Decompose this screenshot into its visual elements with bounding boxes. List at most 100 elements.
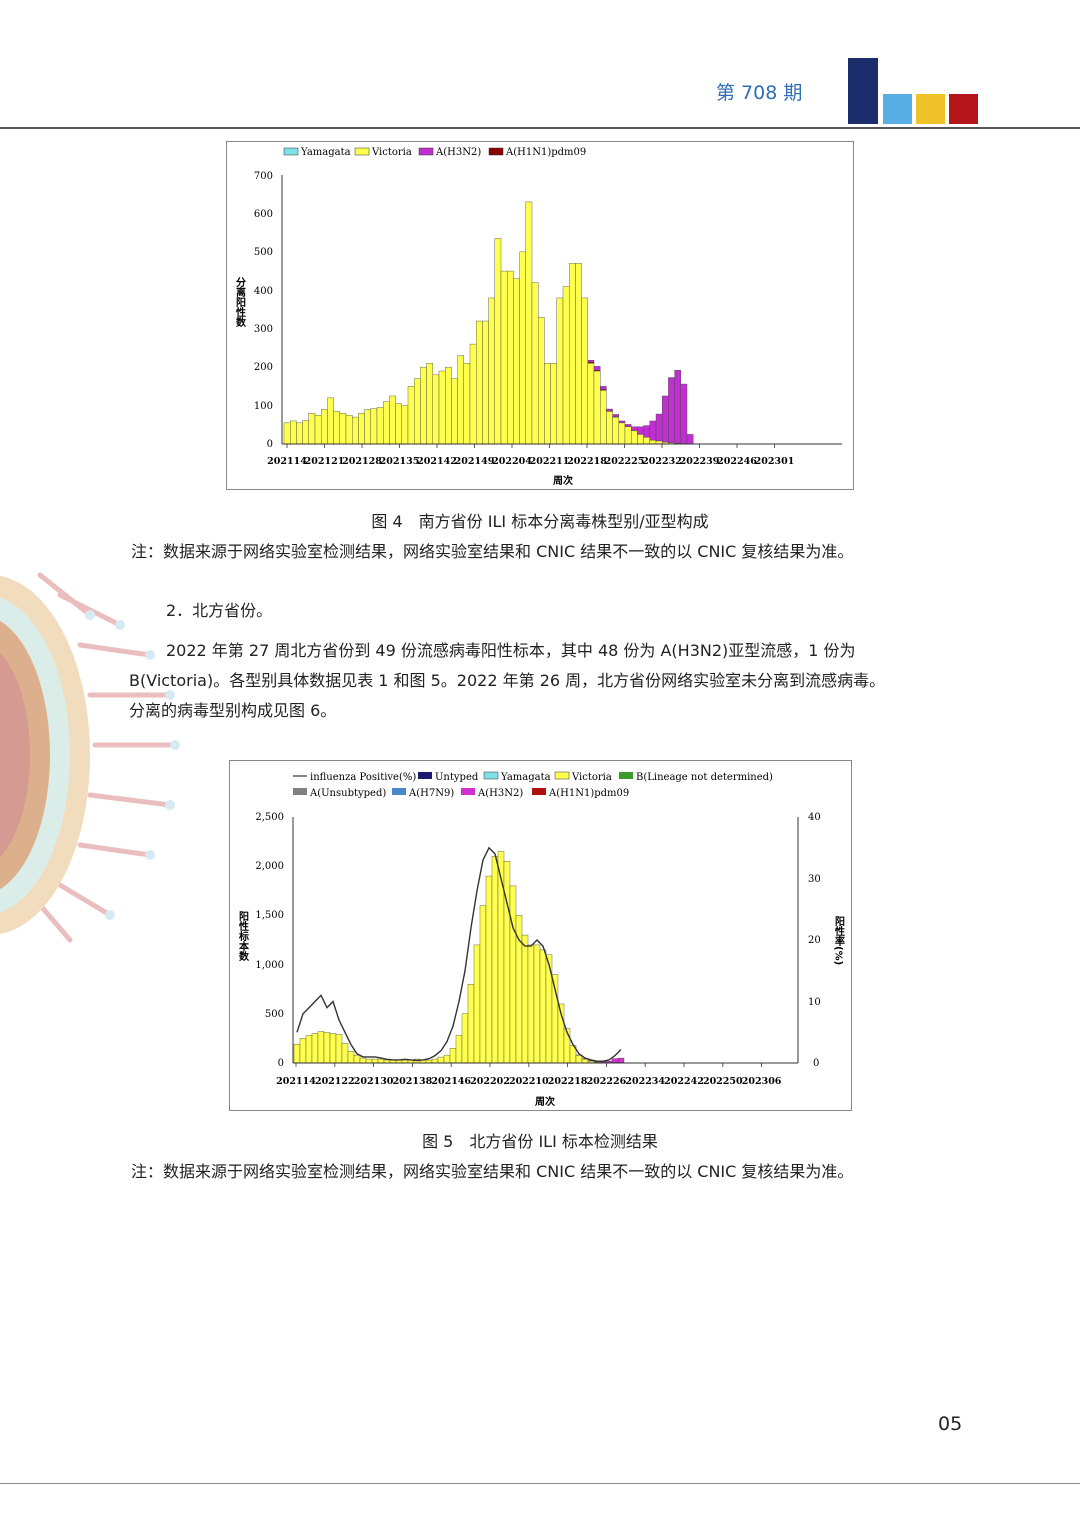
y-tick-label: 1,000: [255, 960, 284, 971]
footer-divider: [0, 1483, 1080, 1484]
bar-victoria: [444, 366, 452, 445]
bar-h3n2: [612, 414, 620, 417]
bar-h3n2: [606, 408, 613, 412]
legend-swatch-h1n1: [488, 147, 504, 156]
bar-victoria: [335, 1034, 343, 1064]
bar-h3n2: [686, 434, 694, 445]
bar-victoria: [482, 320, 489, 445]
bar-victoria: [290, 420, 297, 445]
figure5-y2-axis-label: 阳性率(%): [833, 916, 846, 965]
bar-victoria: [443, 1054, 451, 1064]
bar-victoria: [339, 413, 347, 445]
y-tick-label: 100: [254, 401, 273, 412]
x-tick-label: 202114: [267, 456, 307, 467]
bar-victoria: [449, 1048, 457, 1064]
bar-victoria: [432, 374, 440, 445]
x-tick-label: 202114: [276, 1076, 316, 1087]
bar-h3n2: [587, 360, 595, 363]
bar-victoria: [395, 403, 403, 445]
y-tick-label: 2,000: [255, 861, 284, 872]
bar-victoria: [624, 426, 632, 445]
legend-label-victoria: Victoria: [571, 772, 612, 783]
legend-label-h3n2: A(H3N2): [435, 147, 481, 158]
bar-victoria: [593, 370, 601, 445]
legend-label-positive-rate: influenza Positive(%): [310, 772, 416, 783]
y-tick-label: 2,500: [255, 812, 284, 823]
y2-tick-label: 40: [808, 812, 821, 823]
figure5-legend: influenza Positive(%) Untyped Yamagata V…: [293, 771, 773, 799]
legend-label-b-lineage: B(Lineage not determined): [636, 772, 773, 783]
bar-victoria: [293, 1044, 301, 1064]
virus-illustration: [0, 572, 180, 943]
bar-victoria: [519, 251, 527, 445]
paragraph-line: 分离的病毒型别构成见图 6。: [129, 701, 337, 720]
bar-h3n2: [611, 1058, 619, 1063]
bar-victoria: [569, 263, 576, 445]
bar-victoria: [575, 1054, 583, 1064]
bar-victoria: [612, 416, 620, 445]
x-tick-label: 202232: [642, 456, 682, 467]
bar-victoria: [299, 1038, 307, 1064]
header-logo-blue-block: [883, 94, 912, 124]
legend-label-h1n1: A(H1N1)pdm09: [548, 788, 629, 799]
bar-victoria: [562, 286, 570, 445]
bar-victoria: [500, 270, 508, 445]
bar-victoria: [365, 1058, 373, 1064]
figure4-caption: 图 4 南方省份 ILI 标本分离毒株型别/亚型构成: [371, 512, 709, 531]
legend-swatch-victoria: [354, 147, 370, 156]
bar-h3n2: [680, 383, 688, 444]
legend-label-a-unsubtyped: A(Unsubtyped): [309, 788, 386, 799]
figure5-note: 注：数据来源于网络实验室检测结果，网络实验室结果和 CNIC 结果不一致的以 C…: [131, 1162, 854, 1181]
bar-victoria: [308, 413, 316, 445]
bar-victoria: [527, 944, 535, 1064]
bar-victoria: [533, 944, 541, 1064]
bar-h3n2: [643, 425, 651, 438]
bar-h3n2: [655, 413, 663, 442]
bar-victoria: [539, 949, 547, 1064]
bar-victoria: [382, 401, 390, 445]
bar-h3n2: [618, 420, 626, 424]
bar-victoria: [467, 984, 475, 1064]
bar-victoria: [513, 278, 520, 445]
bar-victoria: [581, 1058, 589, 1064]
figure5-y-ticks: 2,500 2,000 1,500 1,000 500 0: [255, 812, 284, 1069]
bar-victoria: [575, 263, 582, 445]
bar-victoria: [461, 1013, 469, 1064]
bar-victoria: [370, 408, 378, 445]
bar-victoria: [305, 1035, 313, 1064]
bar-victoria: [376, 407, 384, 445]
figure5-y-axis-label: 阳性标本数: [237, 911, 250, 962]
bar-victoria: [606, 411, 613, 445]
bar-victoria: [509, 885, 517, 1064]
y-tick-label: 600: [254, 209, 273, 220]
bar-victoria: [377, 1058, 385, 1064]
page-number: 05: [938, 1413, 963, 1435]
bar-victoria: [364, 409, 372, 445]
bar-victoria: [643, 436, 651, 445]
bar-victoria: [431, 1058, 439, 1064]
bar-victoria: [455, 1035, 463, 1064]
issue-number: 第 708 期: [716, 82, 803, 104]
x-tick-label: 202234: [625, 1076, 665, 1087]
figure4-chart: Yamagata Victoria A(H3N2) A(H1N1)pdm09 7…: [234, 147, 842, 487]
bar-victoria: [515, 915, 523, 1064]
bar-victoria: [463, 363, 471, 445]
header-logo-red-block: [949, 94, 978, 124]
bar-victoria: [507, 270, 514, 445]
bar-victoria: [351, 416, 359, 445]
bar-victoria: [438, 370, 446, 445]
bar-victoria: [556, 297, 564, 445]
y2-tick-label: 30: [808, 874, 821, 885]
bar-h3n2: [662, 395, 669, 443]
bar-victoria: [283, 422, 291, 445]
bar-victoria: [345, 414, 353, 445]
figure5-y2-ticks: 40 30 20 10 0: [808, 812, 821, 1069]
bar-victoria: [302, 419, 309, 445]
bar-h3n2: [631, 426, 638, 431]
bar-victoria: [329, 1033, 337, 1064]
bar-victoria: [323, 1032, 331, 1064]
figure5-chart-frame: influenza Positive(%) Untyped Yamagata V…: [229, 760, 852, 1111]
y-tick-label: 1,500: [255, 910, 284, 921]
y-tick-label: 300: [254, 324, 273, 335]
legend-swatch-h3n2: [418, 147, 434, 156]
